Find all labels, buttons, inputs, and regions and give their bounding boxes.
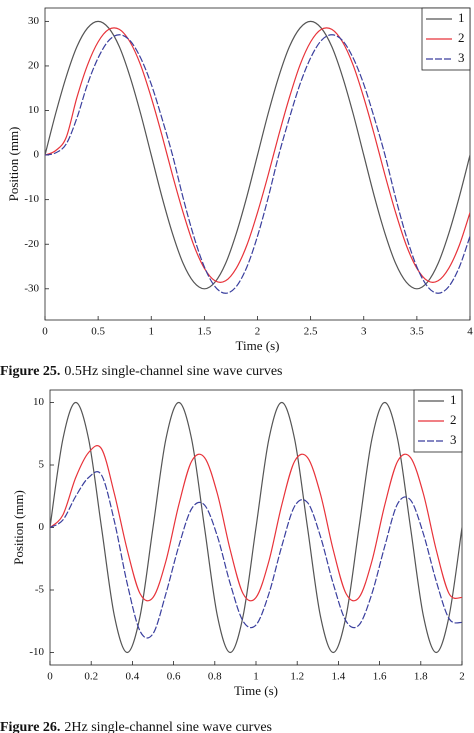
data-line — [45, 20, 470, 290]
x-tick-label: 0.6 — [167, 671, 181, 683]
x-tick-label: 2.5 — [304, 326, 318, 338]
x-tick-label: 0.2 — [84, 671, 98, 683]
x-tick-label: 0.4 — [126, 671, 140, 683]
caption-text: 2Hz single-channel sine wave curves — [64, 720, 272, 733]
legend-label: 2 — [458, 30, 465, 45]
y-tick-label: 5 — [39, 459, 45, 471]
x-tick-label: 1.2 — [290, 671, 304, 683]
x-tick-label: 4 — [467, 326, 473, 338]
data-line — [50, 471, 462, 639]
y-tick-label: 20 — [28, 59, 40, 71]
y-axis-label: Position (mm) — [6, 127, 21, 202]
y-tick-label: -5 — [35, 584, 45, 596]
caption-text: 0.5Hz single-channel sine wave curves — [64, 364, 282, 379]
figure-caption: Figure 25. 0.5Hz single-channel sine wave… — [0, 364, 283, 379]
x-tick-label: 0 — [47, 671, 53, 683]
x-tick-label: 3 — [361, 326, 367, 338]
y-tick-label: 10 — [28, 104, 40, 116]
figure-label: Figure 25. — [0, 364, 60, 379]
legend-label: 1 — [458, 10, 465, 25]
legend-label: 1 — [450, 392, 457, 407]
x-tick-label: 1.8 — [414, 671, 428, 683]
x-tick-label: 1.6 — [373, 671, 387, 683]
data-line — [50, 401, 462, 654]
y-tick-label: 30 — [28, 15, 40, 27]
x-tick-label: 1 — [149, 326, 155, 338]
y-tick-label: -10 — [24, 193, 39, 205]
y-tick-label: -20 — [24, 238, 39, 250]
y-tick-label: 10 — [33, 396, 45, 408]
x-tick-label: 1.5 — [198, 326, 212, 338]
x-tick-label: 2 — [255, 326, 261, 338]
legend-label: 3 — [450, 432, 457, 447]
y-axis-label: Position (mm) — [11, 490, 26, 565]
data-line — [45, 34, 470, 294]
data-line — [50, 445, 462, 602]
legend-label: 3 — [458, 50, 465, 65]
y-tick-label: 0 — [39, 521, 45, 533]
x-tick-label: 1.4 — [332, 671, 346, 683]
figure-label: Figure 26. — [0, 720, 60, 733]
x-tick-label: 3.5 — [410, 326, 424, 338]
figure-caption: Figure 26. 2Hz single-channel sine wave c… — [0, 720, 272, 733]
x-tick-label: 0.5 — [91, 326, 105, 338]
x-axis-label: Time (s) — [236, 338, 280, 353]
axes-frame — [44, 7, 471, 321]
x-tick-label: 2 — [459, 671, 465, 683]
y-tick-label: -30 — [24, 282, 39, 294]
data-line — [45, 27, 470, 283]
x-axis-label: Time (s) — [234, 683, 278, 698]
x-tick-label: 0 — [42, 326, 48, 338]
legend-label: 2 — [450, 412, 457, 427]
x-tick-label: 1 — [253, 671, 259, 683]
x-tick-label: 0.8 — [208, 671, 222, 683]
y-tick-label: 0 — [34, 149, 40, 161]
y-tick-label: -10 — [29, 646, 44, 658]
